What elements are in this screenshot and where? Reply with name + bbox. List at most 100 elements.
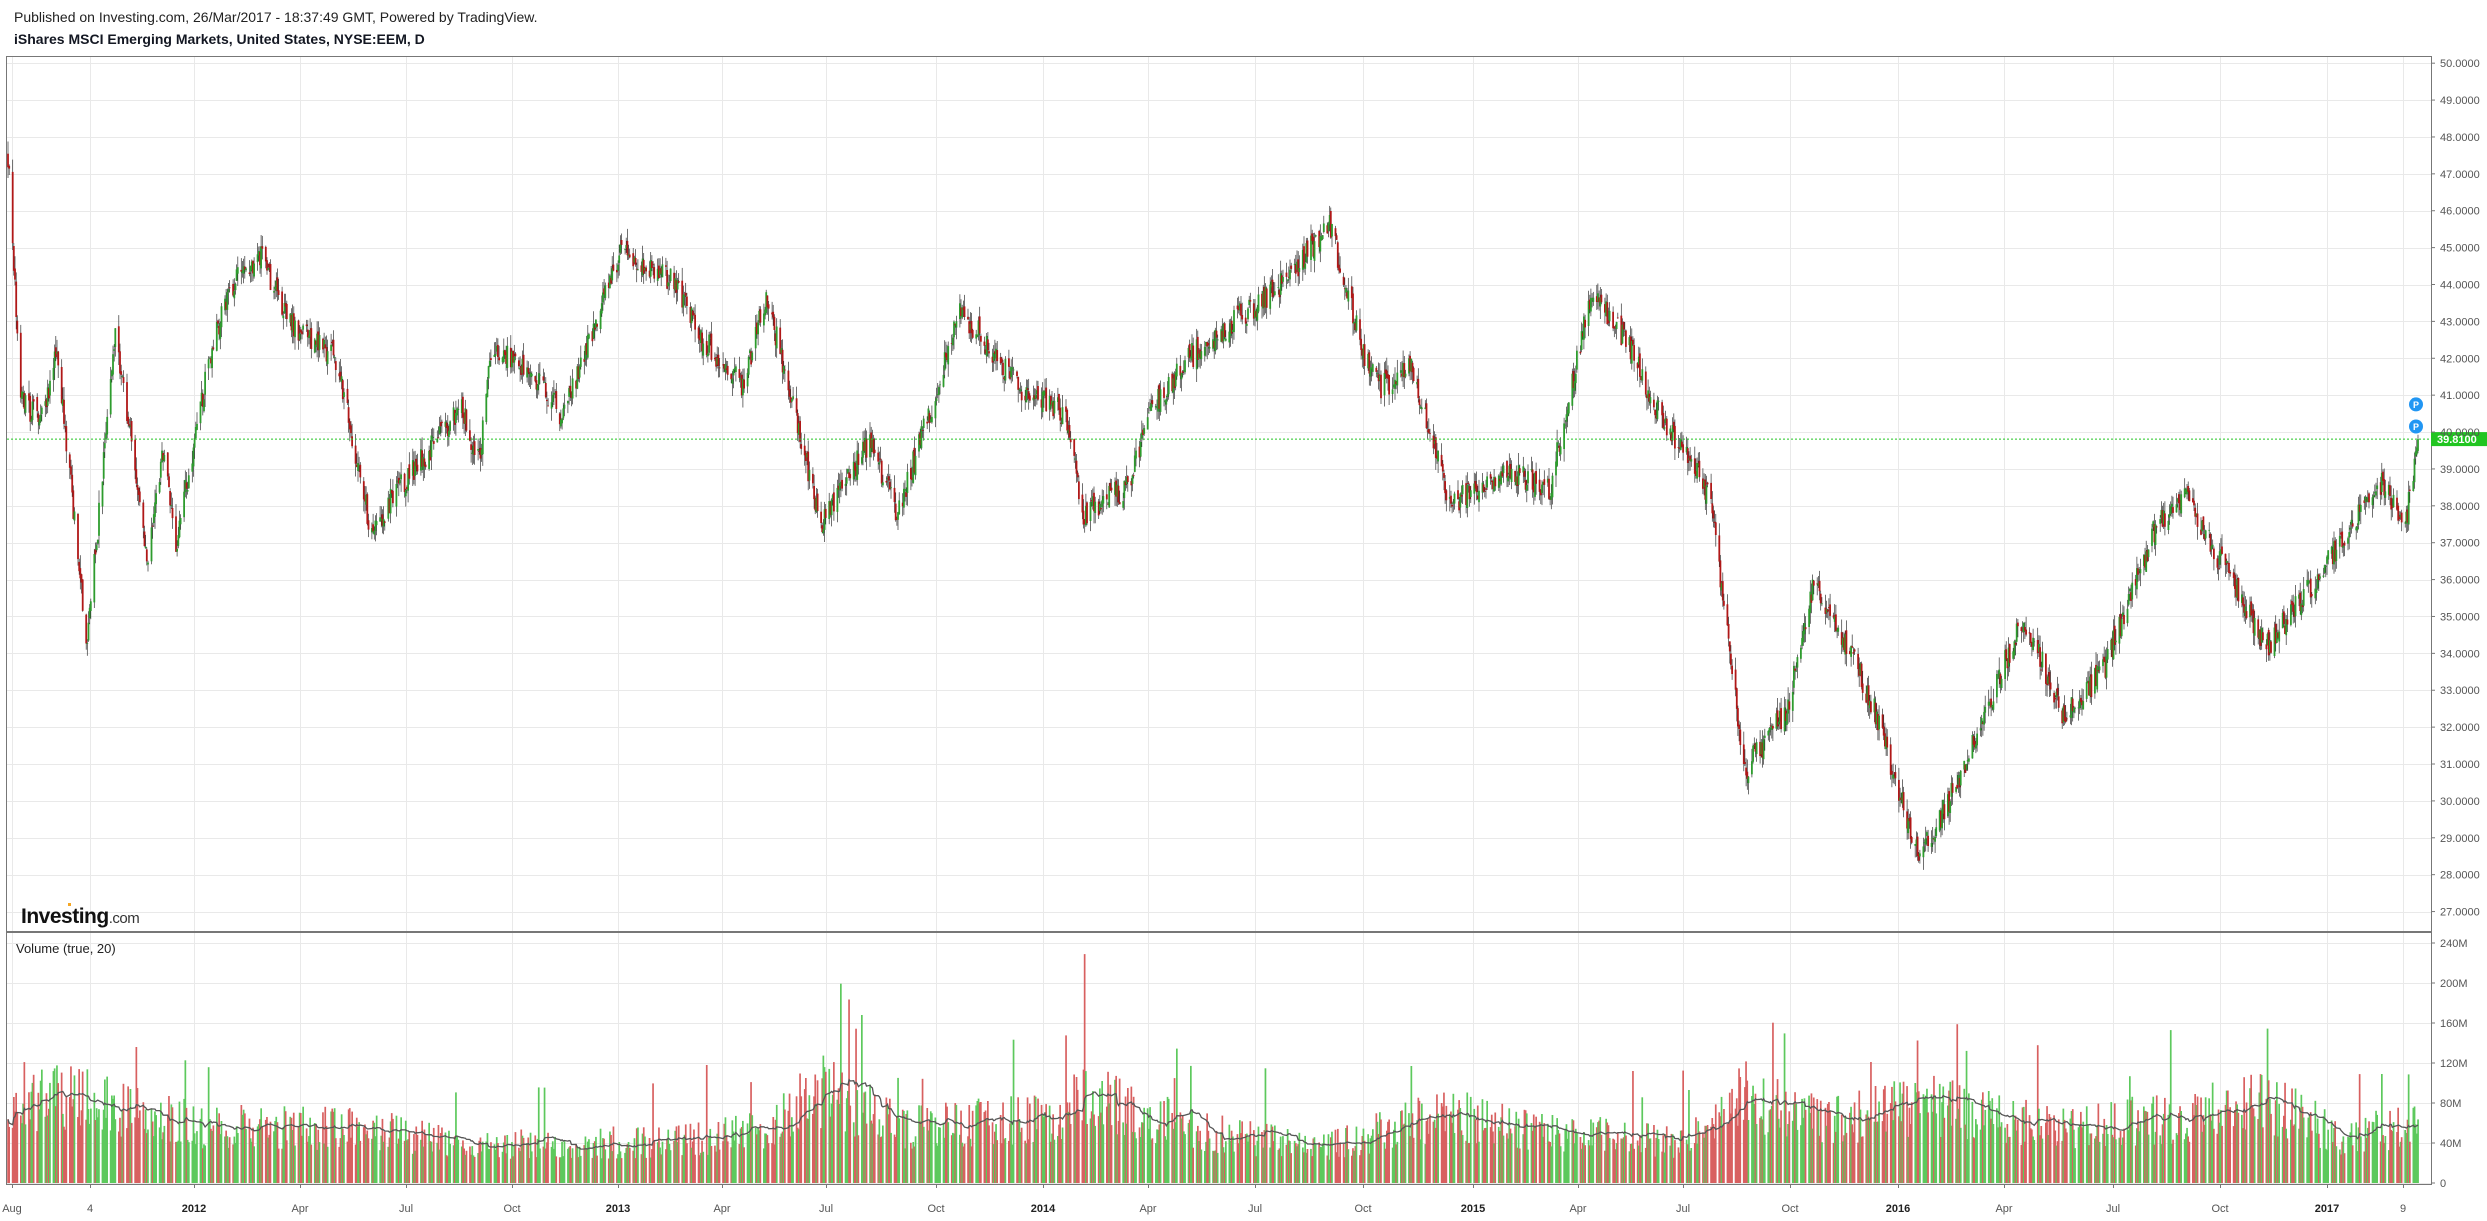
- candle-down: [547, 405, 549, 407]
- volume-bar-down: [1460, 1130, 1463, 1183]
- volume-bar-down: [1458, 1100, 1460, 1183]
- candle-down: [1278, 289, 1281, 298]
- volume-bar-down: [1828, 1102, 1830, 1183]
- candle-down: [2389, 485, 2391, 497]
- volume-bar-down: [1595, 1127, 1598, 1183]
- candle-up: [1370, 367, 1373, 370]
- volume-bar-down: [1261, 1132, 1263, 1183]
- volume-bar-up: [792, 1131, 794, 1183]
- volume-bar-up: [1247, 1141, 1249, 1183]
- candle-up: [1983, 711, 1985, 725]
- candle-down: [416, 464, 419, 472]
- candle-down: [913, 447, 916, 473]
- candle-up: [828, 501, 831, 519]
- volume-bar-up: [1885, 1131, 1887, 1183]
- time-axis[interactable]: Aug 4 2012 Apr Jul Oct 2013 Apr Jul Oct 2014 Apr Jul…: [2, 1184, 2406, 1215]
- volume-bar-down: [429, 1141, 432, 1183]
- candle-down: [1346, 292, 1348, 299]
- candle-up: [2120, 618, 2123, 637]
- candle-down: [725, 368, 728, 370]
- volume-bar-up: [1102, 1124, 1105, 1183]
- candle-up: [1510, 468, 1513, 482]
- candle-up: [586, 334, 589, 358]
- volume-bar-down: [403, 1140, 406, 1183]
- candle-up: [396, 480, 399, 483]
- candle-down: [465, 409, 468, 431]
- volume-bar-up: [1200, 1149, 1203, 1183]
- volume-bar-down: [135, 1047, 138, 1183]
- volume-bar-up: [1955, 1118, 1957, 1183]
- candle-down: [2046, 683, 2048, 686]
- candle-up: [1180, 372, 1183, 380]
- volume-bar-up: [1239, 1120, 1241, 1183]
- candle-down: [1078, 481, 1080, 500]
- candle-down: [1294, 264, 1297, 274]
- volume-bar-up: [102, 1109, 105, 1183]
- candle-down: [855, 466, 857, 477]
- volume-bar-up: [1195, 1131, 1198, 1183]
- volume-bar-down: [1326, 1155, 1329, 1183]
- candle-up: [102, 452, 105, 479]
- candle-up: [2356, 526, 2359, 531]
- candle-up: [245, 268, 247, 271]
- volume-bar-up: [1274, 1125, 1276, 1183]
- candle-up: [106, 416, 109, 435]
- volume-bar-down: [1428, 1133, 1430, 1183]
- volume-bar-up: [1314, 1144, 1317, 1183]
- volume-bar-down: [1342, 1143, 1345, 1183]
- candle-up: [1416, 382, 1418, 385]
- volume-bar-up: [568, 1147, 570, 1183]
- candle-down: [1558, 445, 1561, 452]
- volume-bar-down: [691, 1141, 694, 1183]
- candle-down: [240, 269, 243, 272]
- volume-bar-down: [2406, 1119, 2409, 1183]
- volume-bar-up: [448, 1130, 450, 1183]
- candle-down: [2045, 653, 2047, 684]
- candle-down: [2299, 592, 2302, 611]
- candle-up: [192, 447, 195, 467]
- candle-up: [1305, 243, 1308, 263]
- volume-bar-up: [1641, 1097, 1644, 1183]
- volume-bar-up: [992, 1144, 995, 1183]
- volume-bar-down: [2006, 1124, 2009, 1183]
- candle-up: [1915, 839, 1918, 846]
- candle-up: [273, 291, 275, 293]
- candle-down: [1710, 482, 1712, 499]
- candle-up: [422, 457, 425, 470]
- candle-up: [1182, 370, 1185, 371]
- event-markers[interactable]: PP: [2409, 397, 2423, 434]
- volume-bar-down: [1625, 1135, 1627, 1183]
- candle-down: [1851, 646, 1854, 648]
- volume-bar-down: [865, 1123, 868, 1183]
- candle-up: [2138, 569, 2141, 571]
- candle-up: [158, 482, 161, 493]
- volume-bar-down: [1606, 1122, 1609, 1183]
- candle-down: [848, 472, 850, 478]
- volume-bar-down: [57, 1083, 59, 1183]
- candle-down: [1739, 729, 1742, 745]
- volume-bar-up: [733, 1140, 736, 1183]
- candle-up: [2335, 549, 2338, 561]
- candle-down: [1017, 376, 1020, 390]
- price-axis-label: 31.0000: [2440, 759, 2480, 771]
- volume-bar-up: [2201, 1131, 2203, 1183]
- candle-up: [455, 413, 457, 423]
- volume-bar-up: [1919, 1113, 1921, 1183]
- candle-up: [1770, 725, 1773, 730]
- price-axis[interactable]: 50.000049.000048.000047.000046.000045.00…: [2431, 58, 2480, 919]
- candle-down: [1425, 403, 1428, 429]
- volume-bar-up: [828, 1068, 831, 1183]
- candle-up: [2258, 630, 2261, 639]
- candle-up: [1098, 503, 1101, 511]
- candle-up: [2183, 488, 2186, 498]
- candle-up: [1376, 373, 1379, 375]
- candle-up: [1362, 344, 1365, 360]
- volume-bar-down: [1409, 1136, 1411, 1183]
- candle-up: [1156, 407, 1158, 409]
- volume-bar-down: [15, 1092, 17, 1183]
- candle-down: [1443, 473, 1445, 478]
- volume-bar-up: [1289, 1141, 1291, 1183]
- candle-down: [2365, 499, 2368, 501]
